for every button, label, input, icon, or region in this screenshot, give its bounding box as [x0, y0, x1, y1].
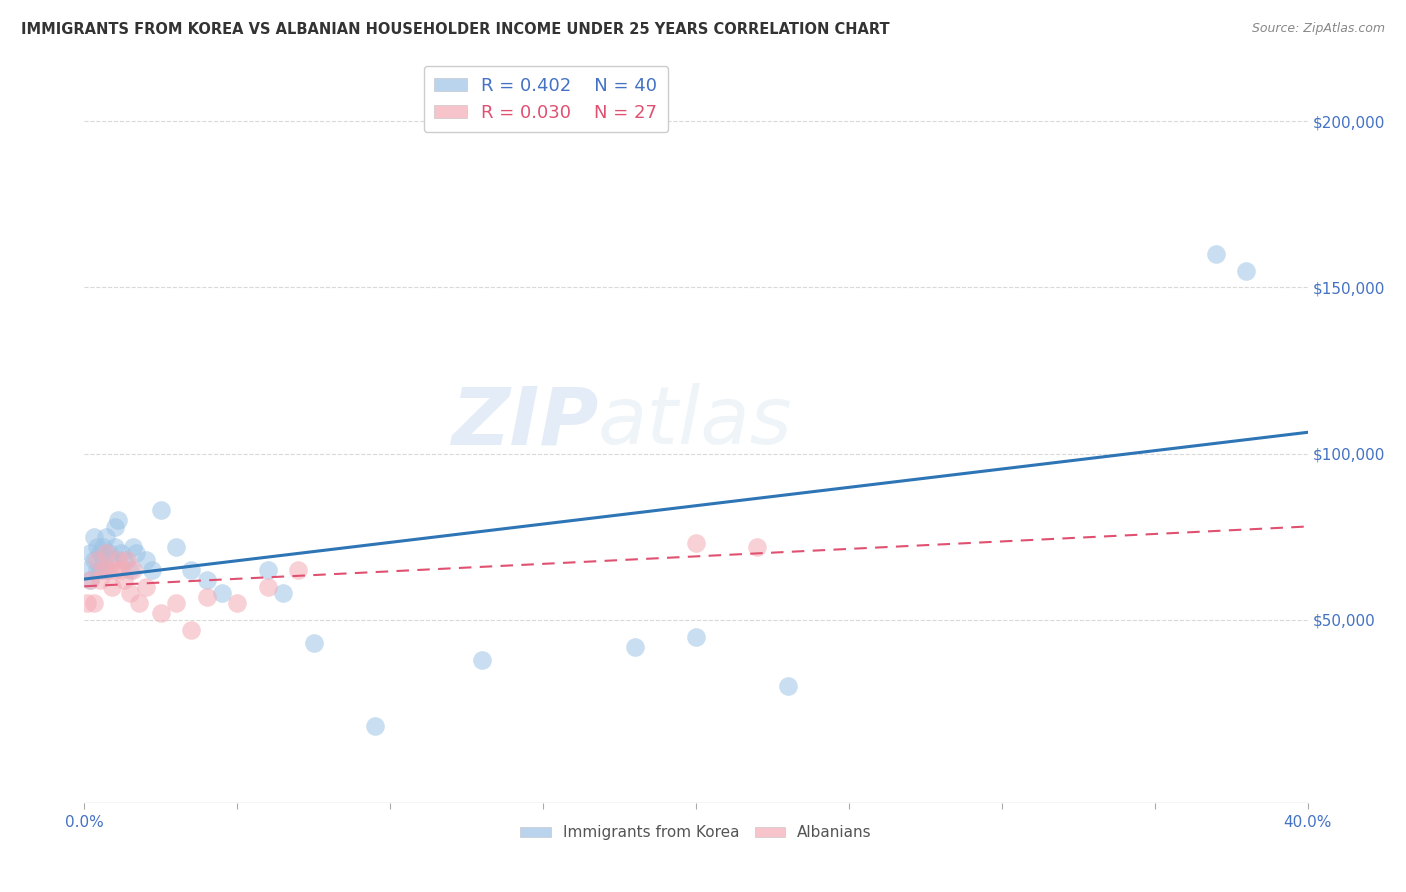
Point [83, 530, 105, 544]
Point [211, 586, 233, 600]
Text: Source: ZipAtlas.com: Source: ZipAtlas.com [1251, 22, 1385, 36]
Point [91, 540, 114, 554]
Point [1236, 264, 1258, 278]
Point [271, 586, 294, 600]
Point [86, 540, 108, 554]
Point [302, 636, 325, 650]
Point [149, 503, 172, 517]
Point [195, 590, 218, 604]
Point [83, 596, 105, 610]
Point [135, 553, 157, 567]
Point [125, 546, 148, 560]
Point [120, 563, 142, 577]
Point [122, 540, 145, 554]
Point [76, 563, 98, 577]
Point [112, 573, 135, 587]
Point [97, 563, 120, 577]
Point [149, 607, 172, 621]
Point [257, 580, 280, 594]
Point [122, 563, 145, 577]
Point [257, 563, 280, 577]
Point [624, 640, 647, 654]
Point [107, 513, 129, 527]
Point [94, 563, 117, 577]
Point [141, 563, 163, 577]
Point [79, 546, 101, 560]
Point [104, 520, 127, 534]
Point [776, 680, 799, 694]
Point [685, 536, 707, 550]
Point [226, 596, 249, 610]
Point [91, 553, 114, 567]
Text: IMMIGRANTS FROM KOREA VS ALBANIAN HOUSEHOLDER INCOME UNDER 25 YEARS CORRELATION : IMMIGRANTS FROM KOREA VS ALBANIAN HOUSEH… [21, 22, 890, 37]
Point [86, 553, 108, 567]
Legend: Immigrants from Korea, Albanians: Immigrants from Korea, Albanians [513, 819, 879, 847]
Point [107, 553, 129, 567]
Point [79, 573, 101, 587]
Point [86, 563, 108, 577]
Point [180, 623, 202, 637]
Point [110, 563, 132, 577]
Point [112, 553, 135, 567]
Point [89, 573, 111, 587]
Point [115, 553, 138, 567]
Point [1205, 247, 1227, 261]
Point [76, 596, 98, 610]
Point [135, 580, 157, 594]
Point [110, 546, 132, 560]
Point [165, 540, 187, 554]
Point [89, 546, 111, 560]
Point [120, 586, 142, 600]
Point [94, 546, 117, 560]
Point [104, 563, 127, 577]
Point [165, 596, 187, 610]
Point [79, 573, 101, 587]
Point [97, 546, 120, 560]
Point [91, 563, 114, 577]
Point [104, 540, 127, 554]
Point [287, 563, 309, 577]
Point [471, 653, 494, 667]
Text: ZIP: ZIP [451, 384, 598, 461]
Point [101, 553, 124, 567]
Point [101, 580, 124, 594]
Point [83, 553, 105, 567]
Point [94, 530, 117, 544]
Point [89, 563, 111, 577]
Point [364, 719, 387, 733]
Point [195, 573, 218, 587]
Point [128, 596, 150, 610]
Text: atlas: atlas [598, 384, 793, 461]
Point [747, 540, 769, 554]
Point [180, 563, 202, 577]
Point [685, 630, 707, 644]
